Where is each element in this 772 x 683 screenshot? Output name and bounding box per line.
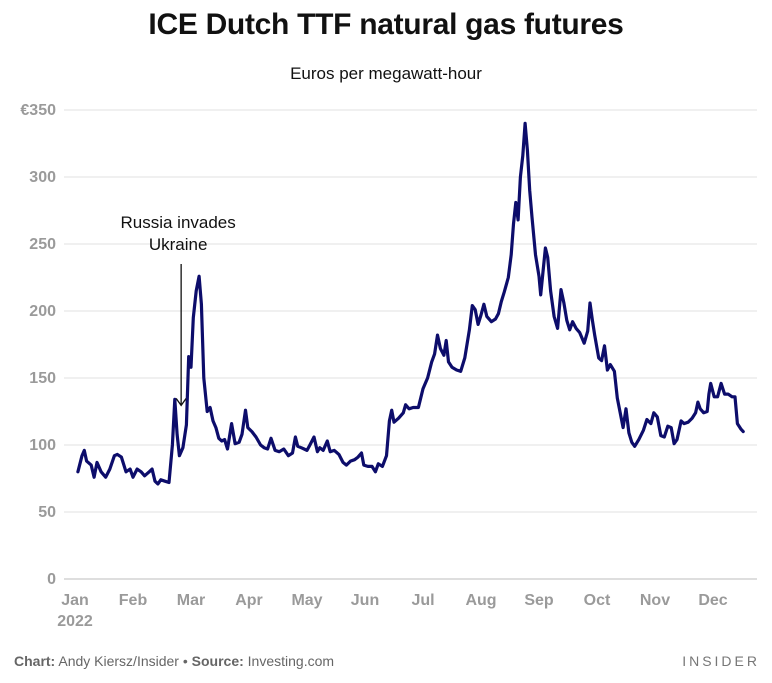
- annotation-text: Ukraine: [149, 235, 208, 254]
- x-tick-label: Nov: [640, 592, 670, 609]
- x-tick-label: Jun: [351, 592, 379, 609]
- x-tick-label: Oct: [584, 592, 611, 609]
- y-tick-label: 100: [29, 437, 56, 454]
- y-tick-label: 250: [29, 236, 56, 253]
- chart-title: ICE Dutch TTF natural gas futures: [148, 8, 624, 41]
- annotation-text: Russia invades: [120, 213, 235, 232]
- footer-separator: •: [182, 653, 188, 669]
- x-tick-label: Dec: [698, 592, 727, 609]
- y-tick-label: 200: [29, 303, 56, 320]
- x-tick-label: Mar: [177, 592, 205, 609]
- x-tick-label: Jan: [61, 592, 89, 609]
- y-tick-label: 0: [47, 571, 56, 588]
- x-tick-label: Jul: [411, 592, 434, 609]
- y-tick-label: €350: [20, 102, 56, 119]
- series-line: [76, 121, 745, 486]
- footer-source-value: Investing.com: [243, 653, 335, 669]
- footer-chart-author: Andy Kiersz/Insider: [55, 653, 183, 669]
- x-tick-label: Aug: [465, 592, 496, 609]
- y-axis-ticks: 0 50 100 150 200 250 300 €350: [20, 102, 56, 588]
- x-tick-label: Sep: [524, 592, 554, 609]
- gridlines: [64, 109, 757, 580]
- line-chart: 0 50 100 150 200 250 300 €350 Jan 2022 Feb Mar Apr M…: [20, 102, 757, 630]
- chart-subtitle: Euros per megawatt-hour: [290, 64, 482, 83]
- footer-credit: Chart: Andy Kiersz/Insider • Source: Inv…: [14, 653, 334, 669]
- footer-source-label: Source:: [187, 653, 244, 669]
- insider-logo: INSIDER: [682, 653, 760, 669]
- footer-chart-label: Chart:: [14, 653, 56, 669]
- y-tick-label: 50: [38, 504, 56, 521]
- x-tick-sublabel: 2022: [57, 613, 93, 630]
- y-tick-label: 300: [29, 169, 56, 186]
- x-tick-label: May: [291, 592, 322, 609]
- x-tick-label: Feb: [119, 592, 148, 609]
- x-axis-ticks: Jan 2022 Feb Mar Apr May Jun Jul Aug Sep Oct Nov Dec: [57, 592, 728, 630]
- x-tick-label: Apr: [235, 592, 263, 609]
- annotation: Russia invades Ukraine: [120, 213, 236, 405]
- series-layer: [76, 121, 745, 486]
- y-tick-label: 150: [29, 370, 56, 387]
